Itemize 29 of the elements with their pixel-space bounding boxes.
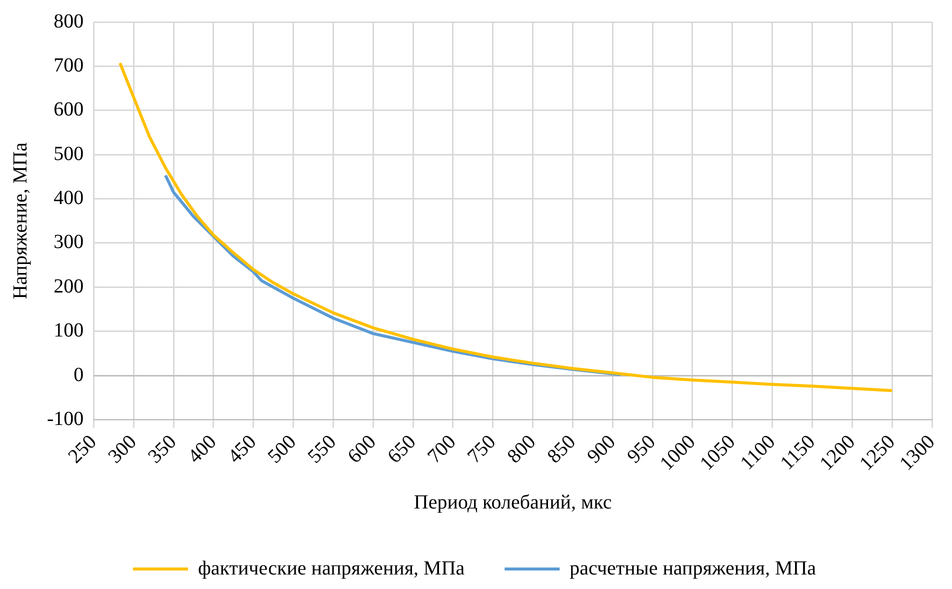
x-tick-label: 300 xyxy=(104,430,141,468)
legend-label: фактические напряжения, МПа xyxy=(198,557,465,580)
y-tick-label: 100 xyxy=(54,320,84,342)
legend-label: расчетные напряжения, МПа xyxy=(570,557,816,580)
y-tick-label: 500 xyxy=(54,142,84,165)
y-tick-label: 400 xyxy=(54,187,84,210)
y-axis-title: Напряжение, МПа xyxy=(9,142,32,300)
x-tick-label: 700 xyxy=(423,430,460,468)
x-tick-label: 450 xyxy=(224,430,261,468)
x-tick-label: 350 xyxy=(144,430,181,468)
x-tick-label: 800 xyxy=(503,430,540,468)
y-tick-label: 200 xyxy=(54,275,84,298)
x-tick-label: 550 xyxy=(304,430,340,468)
x-tick-label: 950 xyxy=(623,430,660,468)
x-axis-title: Период колебаний, мкс xyxy=(414,491,612,514)
x-tick-label: 750 xyxy=(463,430,500,468)
y-tick-label: 0 xyxy=(74,364,84,386)
x-tick-label: 250 xyxy=(64,430,101,468)
y-tick-label: 600 xyxy=(54,98,84,121)
x-tick-label: 500 xyxy=(264,430,301,468)
x-tick-label: 400 xyxy=(184,430,221,468)
y-tick-label: 800 xyxy=(54,10,84,32)
y-tick-label: -100 xyxy=(46,408,84,430)
y-tick-label: 700 xyxy=(54,54,84,76)
x-tick-label: 600 xyxy=(344,430,380,468)
x-tick-label: 850 xyxy=(543,430,580,468)
x-tick-label: 900 xyxy=(583,430,620,468)
y-tick-label: 300 xyxy=(54,231,84,254)
x-tick-label: 650 xyxy=(384,430,420,468)
